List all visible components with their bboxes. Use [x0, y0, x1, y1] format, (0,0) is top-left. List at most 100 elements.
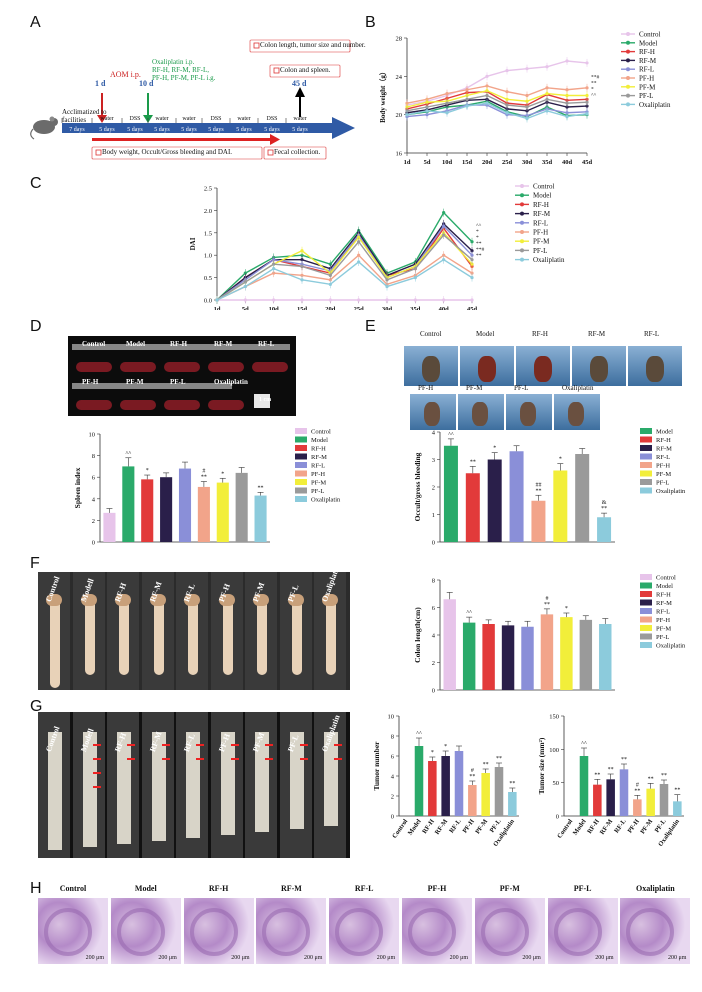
panel-letter-c: C	[30, 175, 42, 192]
crypt-structure	[116, 908, 165, 956]
spleen-sample	[120, 362, 156, 372]
opened-colon-sample	[117, 732, 131, 844]
x-tick-label: 5d	[424, 159, 431, 166]
x-tick-label: 45d	[467, 306, 478, 310]
bar	[606, 779, 615, 816]
anus-sample	[404, 346, 458, 386]
y-tick-label: 6	[92, 475, 96, 482]
tumor-arrow	[196, 758, 204, 760]
colon-photo	[38, 572, 350, 690]
data-point	[300, 253, 304, 257]
bar	[494, 767, 504, 816]
data-point	[413, 298, 417, 302]
histology-label: RF-L	[354, 884, 374, 893]
data-point	[545, 97, 549, 101]
legend-label: PF-L	[311, 488, 324, 495]
legend-swatch	[640, 599, 652, 606]
segment-bottom-label: 7 days	[69, 127, 85, 133]
anus-label: PF-M	[466, 384, 483, 392]
data-point	[505, 103, 509, 107]
data-point	[470, 298, 474, 302]
legend-marker	[520, 239, 524, 244]
significance-mark: **	[483, 762, 489, 768]
significance-mark: **	[591, 80, 597, 86]
legend-swatch	[640, 633, 652, 640]
legend-swatch	[640, 582, 652, 589]
data-point	[442, 253, 446, 257]
y-tick-label: 2	[432, 660, 435, 667]
significance-mark: ^^	[466, 610, 472, 616]
y-tick-label: 0.5	[204, 275, 212, 282]
x-tick-label: 10d	[442, 159, 453, 166]
significance-mark: #	[636, 782, 639, 788]
y-tick-label: 28	[396, 36, 403, 43]
legend-marker	[626, 32, 630, 36]
y-tick-label: 8	[432, 578, 435, 585]
y-tick-label: 2.5	[204, 186, 212, 193]
significance-mark: **	[535, 488, 541, 494]
x-tick-label: 20d	[482, 159, 493, 166]
tumor-arrow	[127, 758, 135, 760]
y-tick-label: 2	[92, 518, 95, 525]
tumor-arrow	[92, 772, 101, 774]
data-point	[413, 267, 417, 271]
significance-mark: *	[476, 235, 479, 241]
oxali-label: Oxaliplatin i.p.	[152, 58, 195, 66]
bar	[599, 624, 612, 690]
anus-region	[646, 356, 664, 382]
cecum-sample	[46, 594, 62, 606]
legend-swatch	[295, 453, 307, 460]
x-tick-label: 15d	[462, 159, 473, 166]
data-point	[442, 298, 446, 302]
data-point	[442, 224, 446, 228]
legend-label: Oxaliplatin	[533, 256, 565, 264]
spleen-sample	[252, 362, 288, 372]
significance-mark: **	[476, 253, 482, 259]
bar	[593, 784, 602, 816]
bar	[531, 500, 546, 542]
data-point	[385, 298, 389, 302]
y-tick-label: 4	[432, 633, 436, 640]
segment-bottom-label: 5 days	[181, 127, 197, 133]
bar	[579, 619, 593, 690]
cecum-sample	[322, 594, 338, 606]
data-point	[470, 262, 474, 266]
y-tick-label: 4	[432, 430, 436, 437]
legend-label: Oxaliplatin	[656, 643, 686, 650]
tumor-arrow	[299, 758, 308, 760]
data-point	[565, 114, 569, 119]
bar	[216, 482, 229, 542]
significance-mark: ##	[535, 482, 541, 488]
legend-label: PF-M	[639, 83, 656, 91]
x-tick-label: 10d	[269, 306, 280, 310]
anus-region	[568, 402, 584, 426]
histology-tile: 200 μm	[256, 898, 327, 964]
data-point	[442, 258, 446, 262]
data-point	[585, 93, 589, 98]
legend-marker	[626, 58, 630, 63]
data-point	[405, 113, 409, 117]
cecum-sample	[184, 594, 200, 606]
data-point	[465, 88, 469, 92]
data-point	[425, 100, 429, 104]
anus-sample	[628, 346, 682, 386]
legend-label: PF-H	[656, 617, 670, 624]
opened-colon-sample	[324, 732, 338, 826]
legend-label: RF-H	[533, 201, 549, 209]
significance-mark: **#	[476, 247, 485, 253]
y-axis-label: Body weight（g）	[379, 68, 387, 123]
data-point	[357, 253, 361, 257]
y-tick-label: 8	[92, 453, 95, 460]
segment-bottom-label: 5 days	[236, 127, 252, 133]
tenth-day-label: 10 d	[139, 79, 154, 88]
y-tick-label: 0	[432, 688, 435, 695]
histology-tile: 200 μm	[402, 898, 472, 964]
significance-mark: *	[476, 229, 479, 235]
data-point	[300, 278, 304, 282]
anus-region	[590, 356, 608, 382]
data-point	[413, 276, 417, 280]
x-tick-label: 30d	[382, 306, 393, 310]
spleen-label: Oxaliplatin	[214, 378, 248, 386]
data-point	[357, 235, 361, 239]
